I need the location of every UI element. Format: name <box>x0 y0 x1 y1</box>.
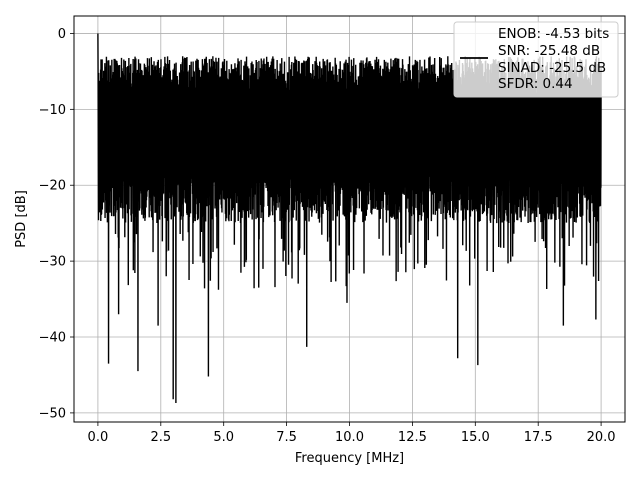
legend-snr: SNR: -25.48 dB <box>498 43 600 59</box>
legend-sinad: SINAD: -25.5 dB <box>498 60 606 76</box>
x-tick-label: 2.5 <box>150 430 171 445</box>
legend-sfdr: SFDR: 0.44 <box>498 76 573 92</box>
x-tick-label: 5.0 <box>213 430 234 445</box>
x-axis-label: Frequency [MHz] <box>295 451 404 466</box>
x-tick-label: 15.0 <box>461 430 490 445</box>
y-tick-label: −20 <box>39 179 66 194</box>
legend-box <box>453 21 619 98</box>
y-tick-label: −50 <box>39 406 66 421</box>
y-axis-label: PSD [dB] <box>14 190 29 248</box>
x-tick-label: 0.0 <box>88 430 109 445</box>
y-tick-label: −30 <box>39 255 66 270</box>
x-axis-ticks: 0.0 2.5 5.0 7.5 10.0 12.5 15.0 17.5 20.0 <box>88 422 616 445</box>
y-tick-label: 0 <box>58 27 66 42</box>
x-tick-label: 17.5 <box>524 430 553 445</box>
y-tick-label: −10 <box>39 103 66 118</box>
x-tick-label: 7.5 <box>276 430 297 445</box>
x-tick-label: 12.5 <box>398 430 427 445</box>
series-line <box>97 33 602 404</box>
legend: ENOB: -4.53 bits SNR: -25.48 dB SINAD: -… <box>453 21 619 98</box>
x-tick-label: 10.0 <box>335 430 364 445</box>
series-psd <box>97 33 602 404</box>
y-axis-ticks: 0 −10 −20 −30 −40 −50 <box>39 27 74 421</box>
x-tick-label: 20.0 <box>587 430 616 445</box>
legend-enob: ENOB: -4.53 bits <box>498 26 609 42</box>
y-tick-label: −40 <box>39 331 66 346</box>
